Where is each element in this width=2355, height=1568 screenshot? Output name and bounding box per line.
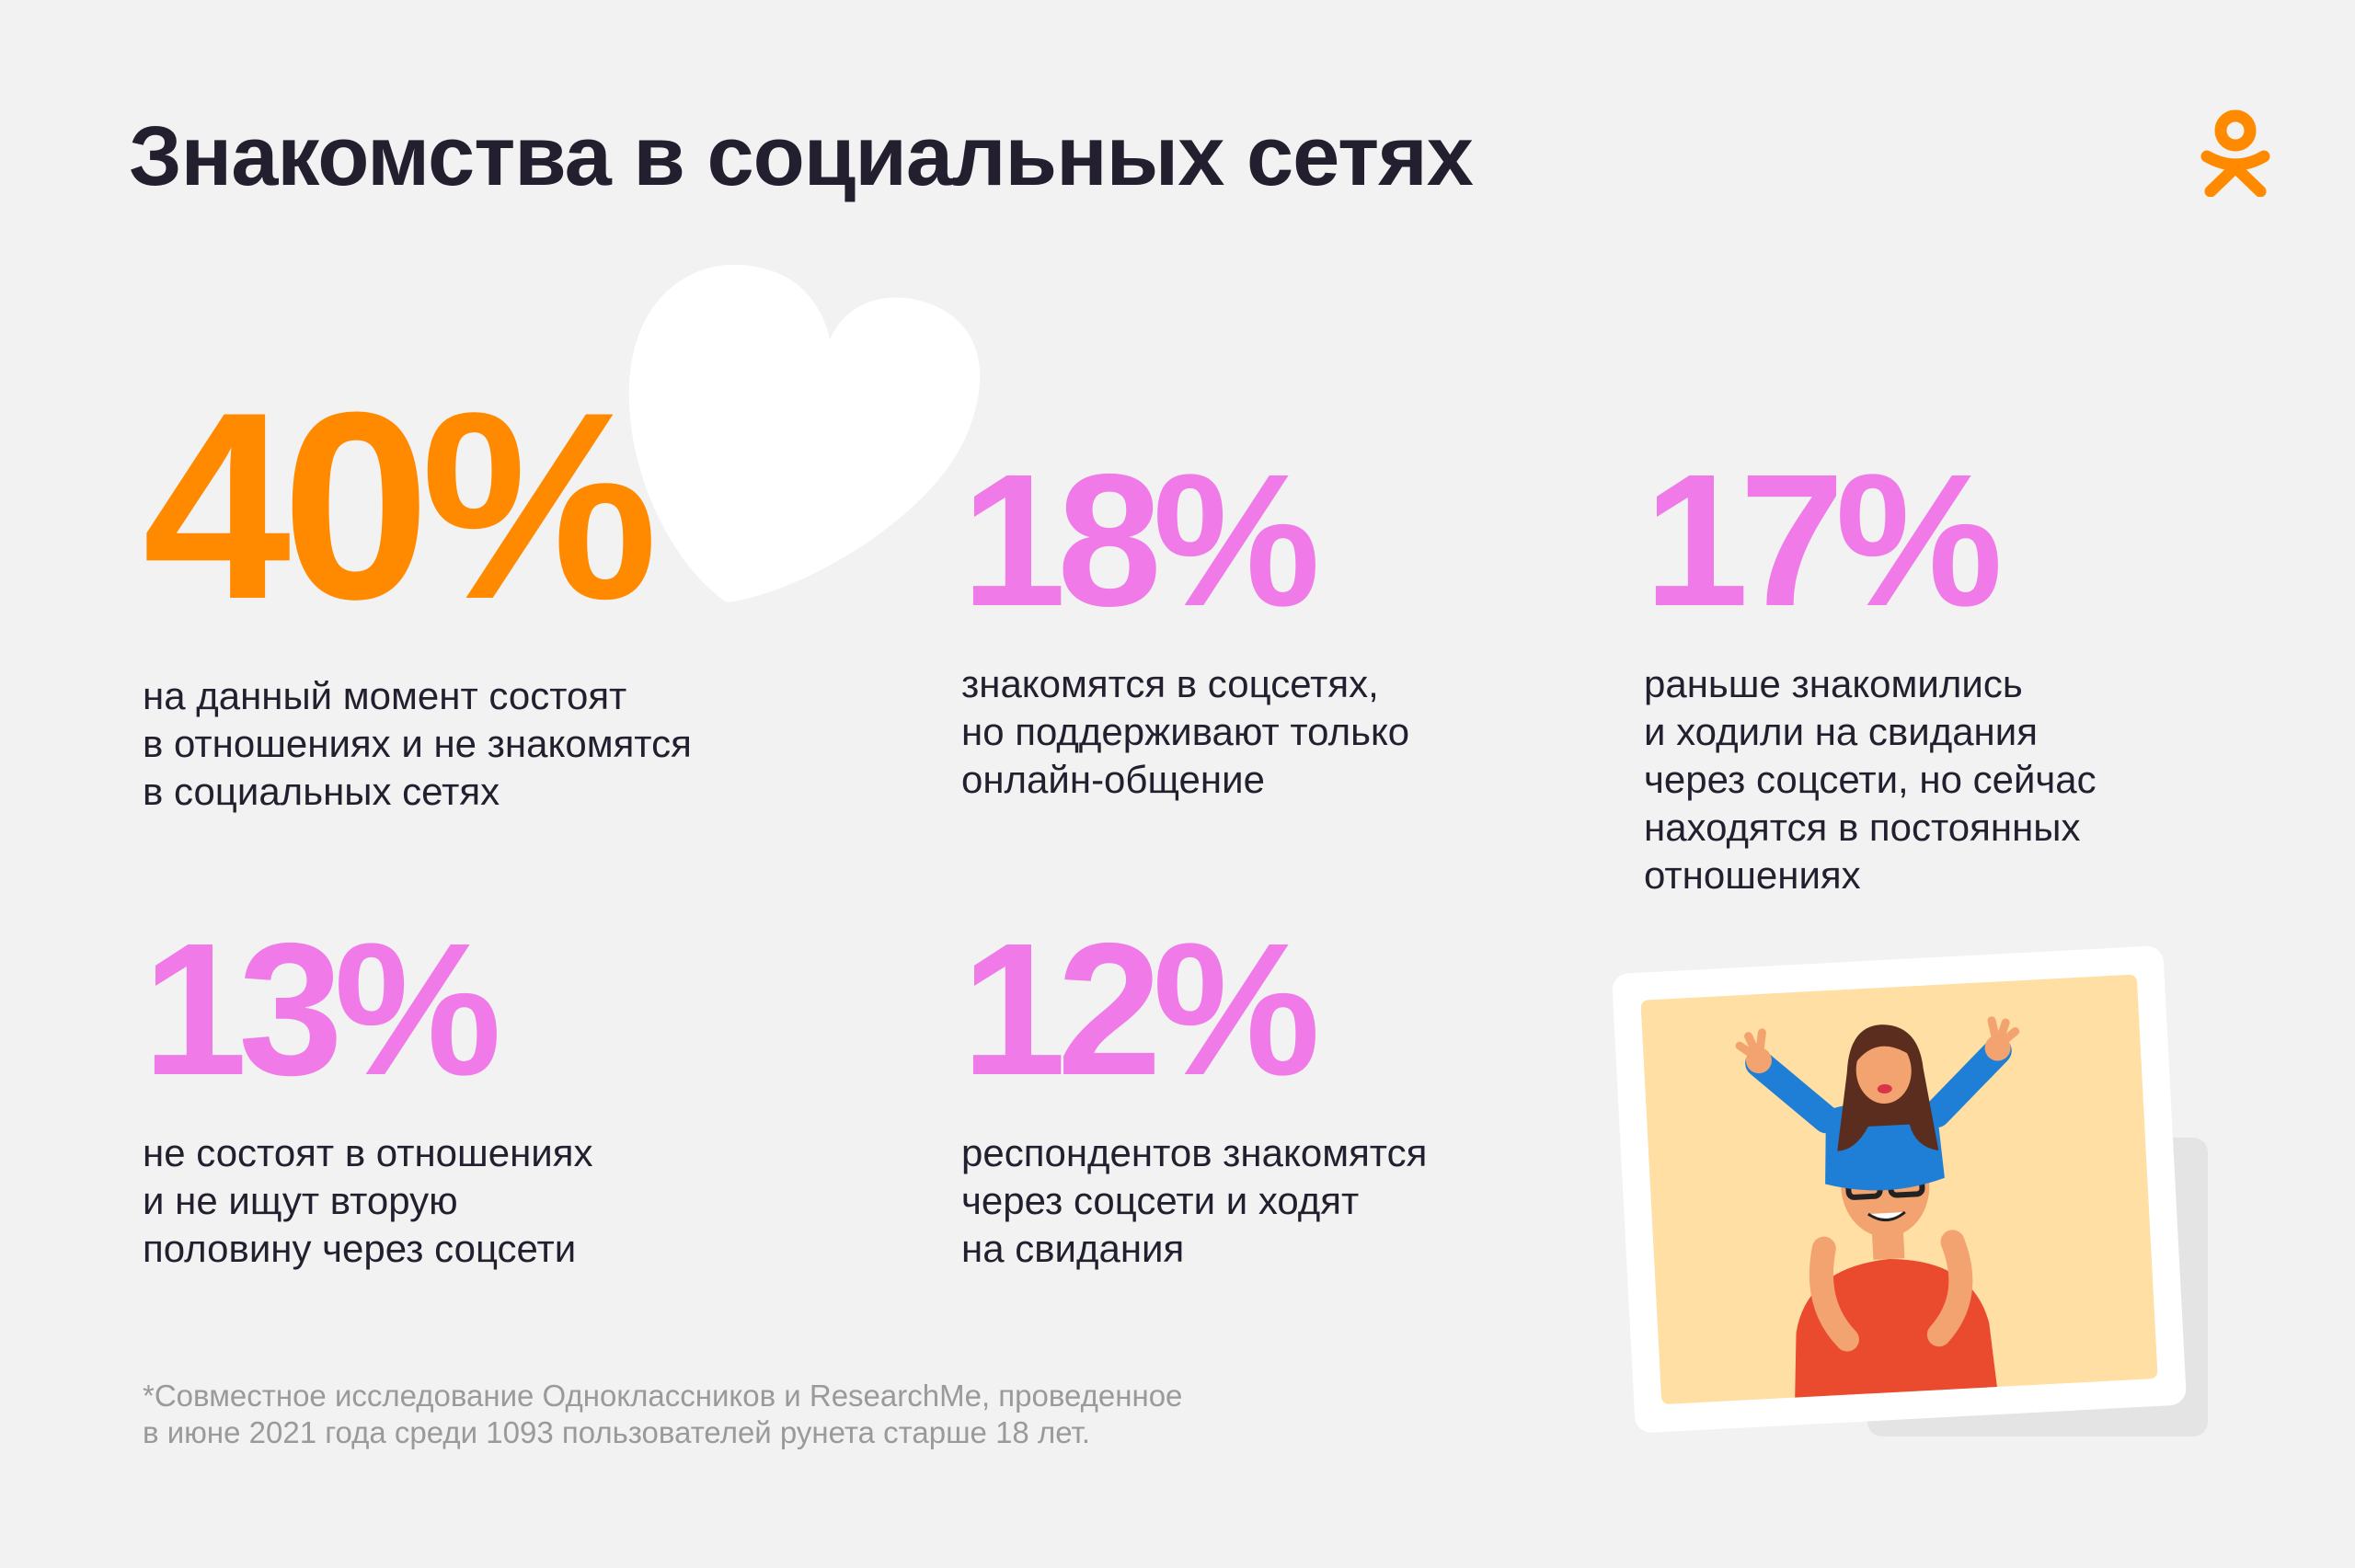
stat-value: 17% — [1644, 435, 2003, 646]
stat-block-40: 40% на данный момент состоят в отношения… — [143, 372, 692, 816]
stat-value: 12% — [961, 904, 1320, 1115]
stat-block-17: 17% раньше знакомились и ходили на свида… — [1644, 446, 2097, 899]
stat-description: респондентов знакомятся через соцсети и … — [961, 1131, 1428, 1270]
stat-value: 18% — [961, 435, 1320, 646]
footnote: *Совместное исследование Одноклассников … — [143, 1379, 1183, 1449]
stat-description: знакомятся в соцсетях, но поддерживают т… — [961, 662, 1410, 801]
page-title: Знакомства в социальных сетях — [129, 109, 1474, 203]
odnoklassniki-logo-icon — [2200, 109, 2270, 197]
stat-value: 13% — [143, 904, 501, 1115]
stat-block-12: 12% респондентов знакомятся через соцсет… — [961, 915, 1427, 1273]
stat-value: 40% — [143, 357, 658, 655]
stat-block-18: 18% знакомятся в соцсетях, но поддержива… — [961, 446, 1409, 804]
heart-icon — [628, 264, 981, 602]
couple-photo-icon — [1612, 945, 2208, 1436]
stat-block-13: 13% не состоят в отношениях и не ищут вт… — [143, 915, 592, 1273]
stat-description: не состоят в отношениях и не ищут вторую… — [143, 1131, 593, 1270]
stat-description: на данный момент состоят в отношениях и … — [143, 674, 692, 813]
stat-description: раньше знакомились и ходили на свидания … — [1644, 662, 2097, 897]
